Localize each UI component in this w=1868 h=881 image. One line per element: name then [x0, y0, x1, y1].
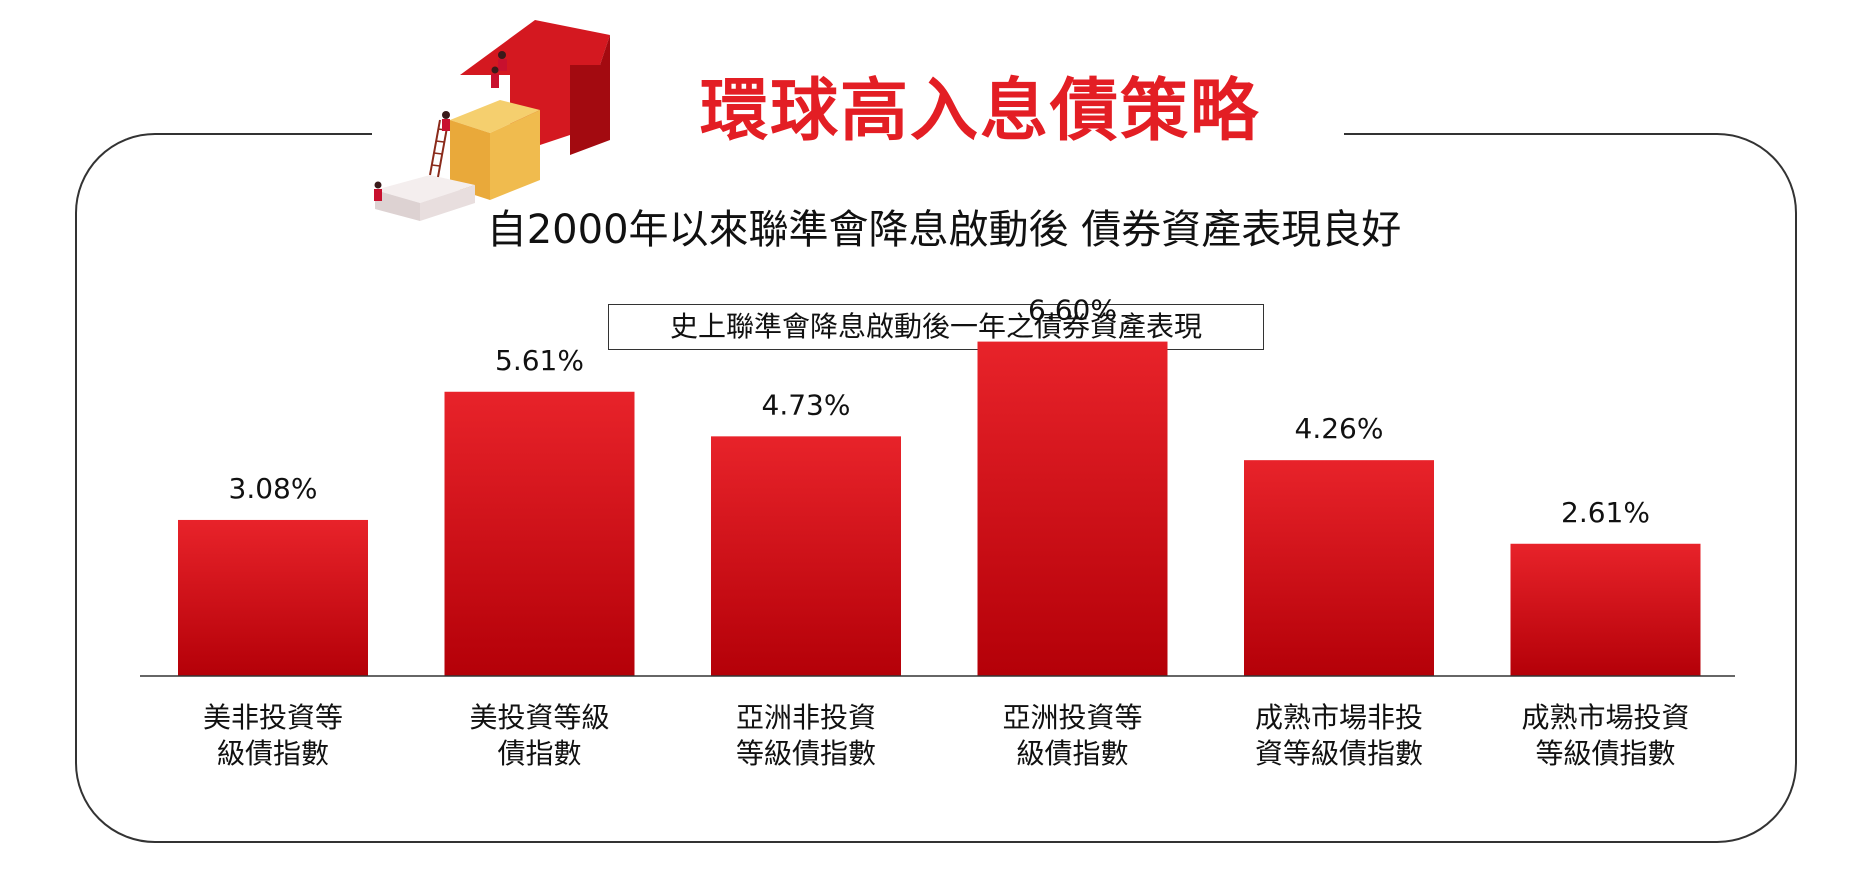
bar-3: [977, 341, 1168, 676]
category-label-5: 成熟市場投資 等級債指數: [1501, 700, 1711, 772]
category-label-line: 級債指數: [216, 737, 329, 770]
bar-1: [444, 391, 635, 676]
category-label-line: 級債指數: [1016, 737, 1129, 770]
category-label-line: 美非投資等: [202, 701, 343, 734]
data-label-1: 5.61%: [495, 344, 584, 377]
page-title: 環球高入息債策略: [700, 72, 1261, 151]
category-label-line: 成熟市場非投: [1254, 701, 1423, 734]
category-label-line: 等級債指數: [735, 737, 876, 770]
arrow-side: [570, 35, 610, 155]
arrow-front: [460, 20, 610, 155]
bar-2: [711, 436, 901, 676]
white-step-side: [420, 185, 475, 221]
category-label-1: 美投資等級 債指數: [435, 700, 645, 772]
category-label-line: 資等級債指數: [1254, 737, 1423, 770]
category-label-line: 美投資等級: [469, 701, 610, 734]
white-step-front: [375, 190, 420, 221]
data-label-0: 3.08%: [229, 472, 318, 505]
yellow-block-top: [450, 100, 540, 133]
category-label-line: 亞洲非投資: [735, 701, 876, 734]
category-label-line: 等級債指數: [1535, 737, 1676, 770]
data-label-5: 2.61%: [1561, 496, 1650, 529]
category-label-3: 亞洲投資等 級債指數: [968, 700, 1178, 772]
category-label-4: 成熟市場非投 資等級債指數: [1234, 700, 1444, 772]
yellow-block-side: [490, 110, 540, 200]
category-label-0: 美非投資等 級債指數: [168, 700, 378, 772]
bar-5: [1510, 543, 1701, 676]
yellow-block-front: [450, 120, 490, 200]
category-label-line: 成熟市場投資: [1521, 701, 1690, 734]
page-subtitle: 自2000年以來聯準會降息啟動後 債券資產表現良好: [486, 207, 1402, 253]
category-label-line: 亞洲投資等: [1002, 701, 1143, 734]
bar-4: [1244, 460, 1434, 676]
data-label-3: 6.60%: [1028, 294, 1117, 327]
data-label-4: 4.26%: [1295, 412, 1384, 445]
category-label-2: 亞洲非投資 等級債指數: [701, 700, 911, 772]
bar-0: [178, 519, 368, 676]
data-label-2: 4.73%: [762, 388, 851, 421]
category-label-line: 債指數: [497, 737, 582, 770]
chart-title: 史上聯準會降息啟動後一年之債券資產表現: [608, 304, 1264, 350]
growth-steps-illustration: [374, 20, 610, 221]
white-step-top: [375, 175, 475, 203]
